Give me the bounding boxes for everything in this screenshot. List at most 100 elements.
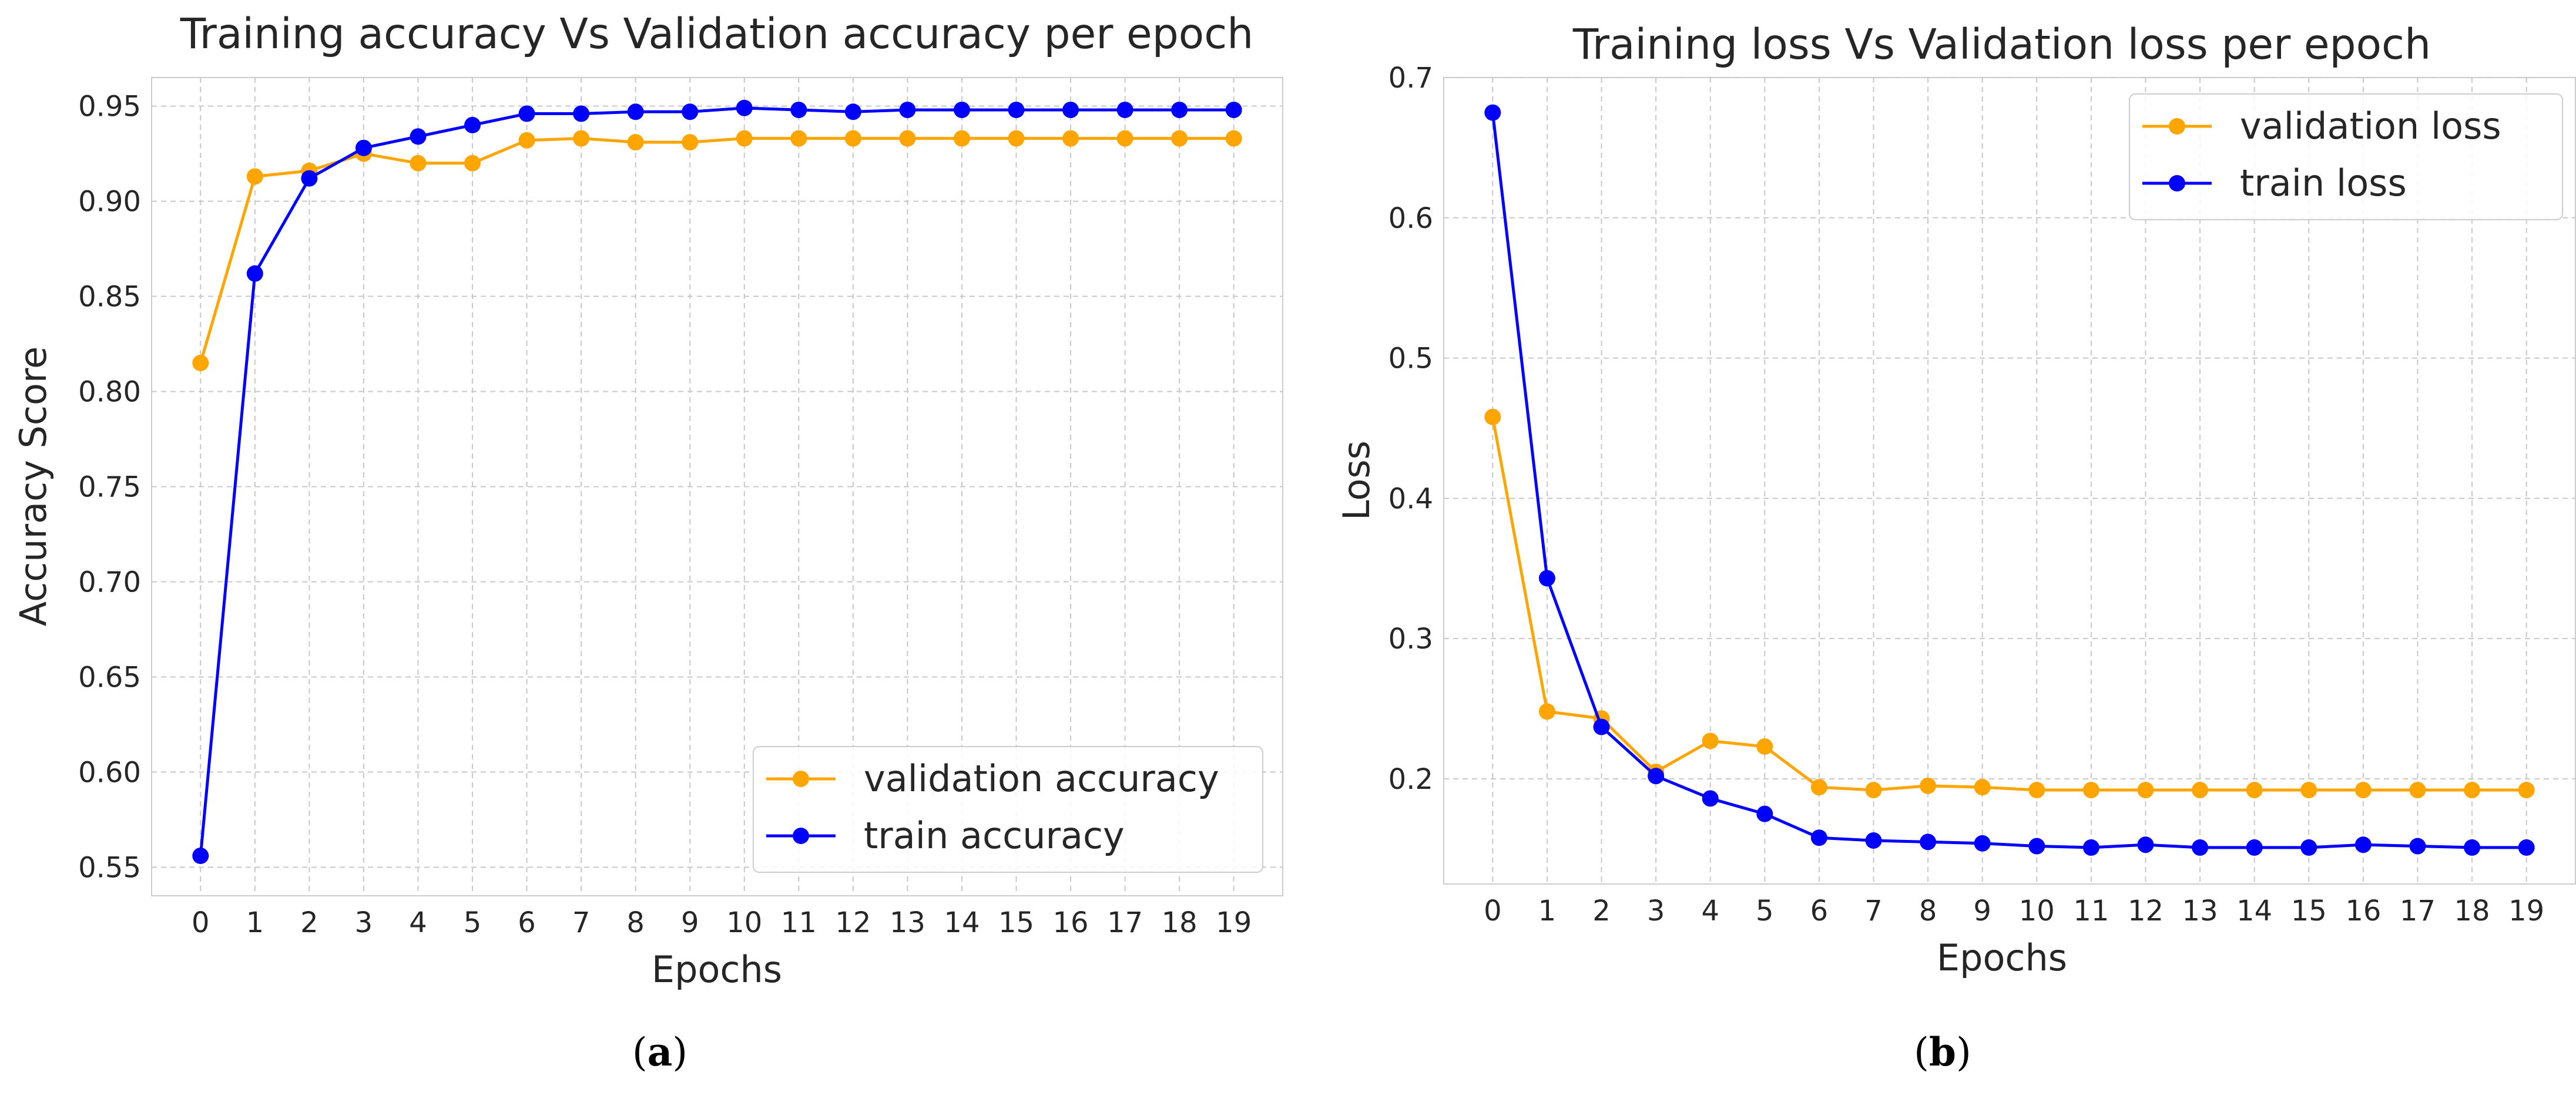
legend-label-train-loss: train loss — [2240, 162, 2407, 204]
data-point-validation-accuracy — [1116, 130, 1133, 147]
x-tick-label: 3 — [355, 906, 373, 939]
x-tick-label: 16 — [2345, 895, 2381, 927]
data-point-train-loss — [1484, 104, 1501, 121]
y-axis-label-a: Accuracy Score — [12, 347, 55, 626]
data-point-validation-accuracy — [1171, 130, 1188, 147]
data-point-validation-loss — [2192, 782, 2209, 799]
data-point-train-accuracy — [1116, 102, 1133, 119]
data-point-train-accuracy — [627, 103, 644, 120]
legend-marker-train-accuracy — [793, 828, 809, 844]
legend-label-train-accuracy: train accuracy — [864, 814, 1125, 857]
x-tick-label: 10 — [726, 906, 762, 939]
data-point-train-accuracy — [355, 139, 372, 156]
data-point-validation-loss — [2354, 782, 2372, 799]
x-tick-label: 16 — [1053, 906, 1089, 939]
x-tick-label: 12 — [835, 906, 871, 939]
y-tick-label: 0.85 — [78, 281, 141, 314]
data-point-validation-loss — [1810, 779, 1827, 796]
y-tick-label: 0.2 — [1388, 763, 1433, 796]
y-ticks-b: 0.2 0.3 0.4 0.5 0.6 0.7 — [1388, 62, 1433, 796]
data-point-train-loss — [1810, 829, 1827, 846]
y-tick-label: 0.7 — [1388, 62, 1433, 95]
data-point-validation-loss — [2464, 782, 2481, 799]
x-tick-label: 9 — [681, 906, 699, 939]
accuracy-chart: 0 1 2 3 4 5 6 7 8 9 10 11 12 13 14 15 16 17 18 19 0.550.600… — [12, 9, 1283, 991]
data-point-train-loss — [2246, 839, 2263, 856]
legend-b: validation loss train loss — [2129, 93, 2563, 220]
data-point-validation-accuracy — [953, 130, 970, 147]
data-point-train-accuracy — [573, 105, 590, 122]
data-point-train-loss — [2409, 838, 2426, 855]
caption-letter: b — [1928, 1029, 1957, 1075]
x-tick-label: 4 — [1701, 895, 1719, 927]
y-tick-label: 0.90 — [78, 186, 141, 219]
x-tick-label: 12 — [2128, 895, 2164, 927]
chart-title-a: Training accuracy Vs Validation accuracy… — [180, 9, 1254, 58]
x-tick-label: 14 — [2236, 895, 2272, 927]
x-tick-label: 19 — [2508, 895, 2544, 927]
data-point-train-accuracy — [844, 103, 861, 120]
chart-title-b: Training loss Vs Validation loss per epo… — [1572, 20, 2431, 69]
caption-a: (a) — [632, 1029, 688, 1075]
data-point-validation-loss — [1865, 782, 1882, 799]
y-ticks-a: 0.55 0.60 0.65 0.70 0.75 0.80 0.85 0.90 0.95 — [78, 90, 141, 885]
data-point-validation-accuracy — [246, 168, 263, 185]
data-point-train-loss — [1974, 835, 1991, 852]
x-tick-label: 18 — [1162, 906, 1198, 939]
x-tick-label: 7 — [572, 906, 591, 939]
x-axis-label-a: Epochs — [652, 948, 782, 991]
caption-letter: a — [647, 1029, 673, 1075]
series-a — [192, 99, 1242, 864]
data-point-train-accuracy — [953, 102, 970, 119]
data-point-train-loss — [1702, 790, 1719, 807]
x-tick-label: 0 — [1484, 895, 1502, 927]
data-point-validation-loss — [2028, 782, 2045, 799]
data-point-validation-loss — [1484, 408, 1501, 425]
data-point-train-accuracy — [1171, 102, 1188, 119]
series-line-train-accuracy — [199, 106, 1234, 856]
data-point-train-loss — [2354, 836, 2372, 853]
data-point-train-loss — [2137, 836, 2154, 853]
x-tick-label: 15 — [2291, 895, 2327, 927]
y-tick-label: 0.75 — [78, 471, 141, 504]
data-point-validation-accuracy — [464, 154, 481, 172]
data-point-train-loss — [1593, 718, 1610, 735]
y-tick-label: 0.6 — [1388, 202, 1433, 235]
data-point-train-loss — [2082, 839, 2099, 856]
x-tick-label: 19 — [1216, 906, 1252, 939]
x-tick-label: 15 — [998, 906, 1034, 939]
data-point-train-accuracy — [410, 128, 427, 145]
y-tick-label: 0.95 — [78, 90, 141, 123]
y-tick-label: 0.5 — [1388, 342, 1433, 375]
x-tick-label: 2 — [1592, 895, 1611, 927]
y-tick-label: 0.4 — [1388, 482, 1433, 515]
legend-box — [2129, 93, 2563, 220]
x-tick-label: 13 — [890, 906, 925, 939]
x-tick-label: 13 — [2182, 895, 2218, 927]
x-tick-label: 4 — [409, 906, 427, 939]
data-point-train-loss — [2192, 839, 2209, 856]
data-point-train-accuracy — [1062, 102, 1079, 119]
data-point-train-accuracy — [682, 103, 699, 120]
data-point-validation-accuracy — [410, 154, 427, 172]
x-tick-label: 18 — [2454, 895, 2490, 927]
data-point-train-accuracy — [464, 116, 481, 133]
legend-marker-train-loss — [2169, 175, 2185, 191]
x-ticks-a: 0 1 2 3 4 5 6 7 8 9 10 11 12 13 14 15 16 17 18 19 — [192, 906, 1252, 939]
legend-label-validation-loss: validation loss — [2240, 105, 2501, 147]
data-point-validation-loss — [2300, 782, 2317, 799]
x-tick-label: 8 — [626, 906, 645, 939]
data-point-validation-accuracy — [736, 130, 753, 147]
caption-b: (b) — [1914, 1029, 1971, 1075]
x-tick-label: 11 — [781, 906, 817, 939]
series-b — [1484, 104, 2535, 856]
x-tick-label: 17 — [1107, 906, 1143, 939]
data-point-train-accuracy — [301, 170, 318, 187]
data-point-validation-loss — [2082, 782, 2099, 799]
x-axis-label-b: Epochs — [1937, 936, 2067, 979]
legend-marker-validation-accuracy — [793, 771, 809, 787]
data-point-validation-accuracy — [790, 130, 807, 147]
x-tick-label: 1 — [246, 906, 264, 939]
data-point-train-accuracy — [1225, 102, 1242, 119]
